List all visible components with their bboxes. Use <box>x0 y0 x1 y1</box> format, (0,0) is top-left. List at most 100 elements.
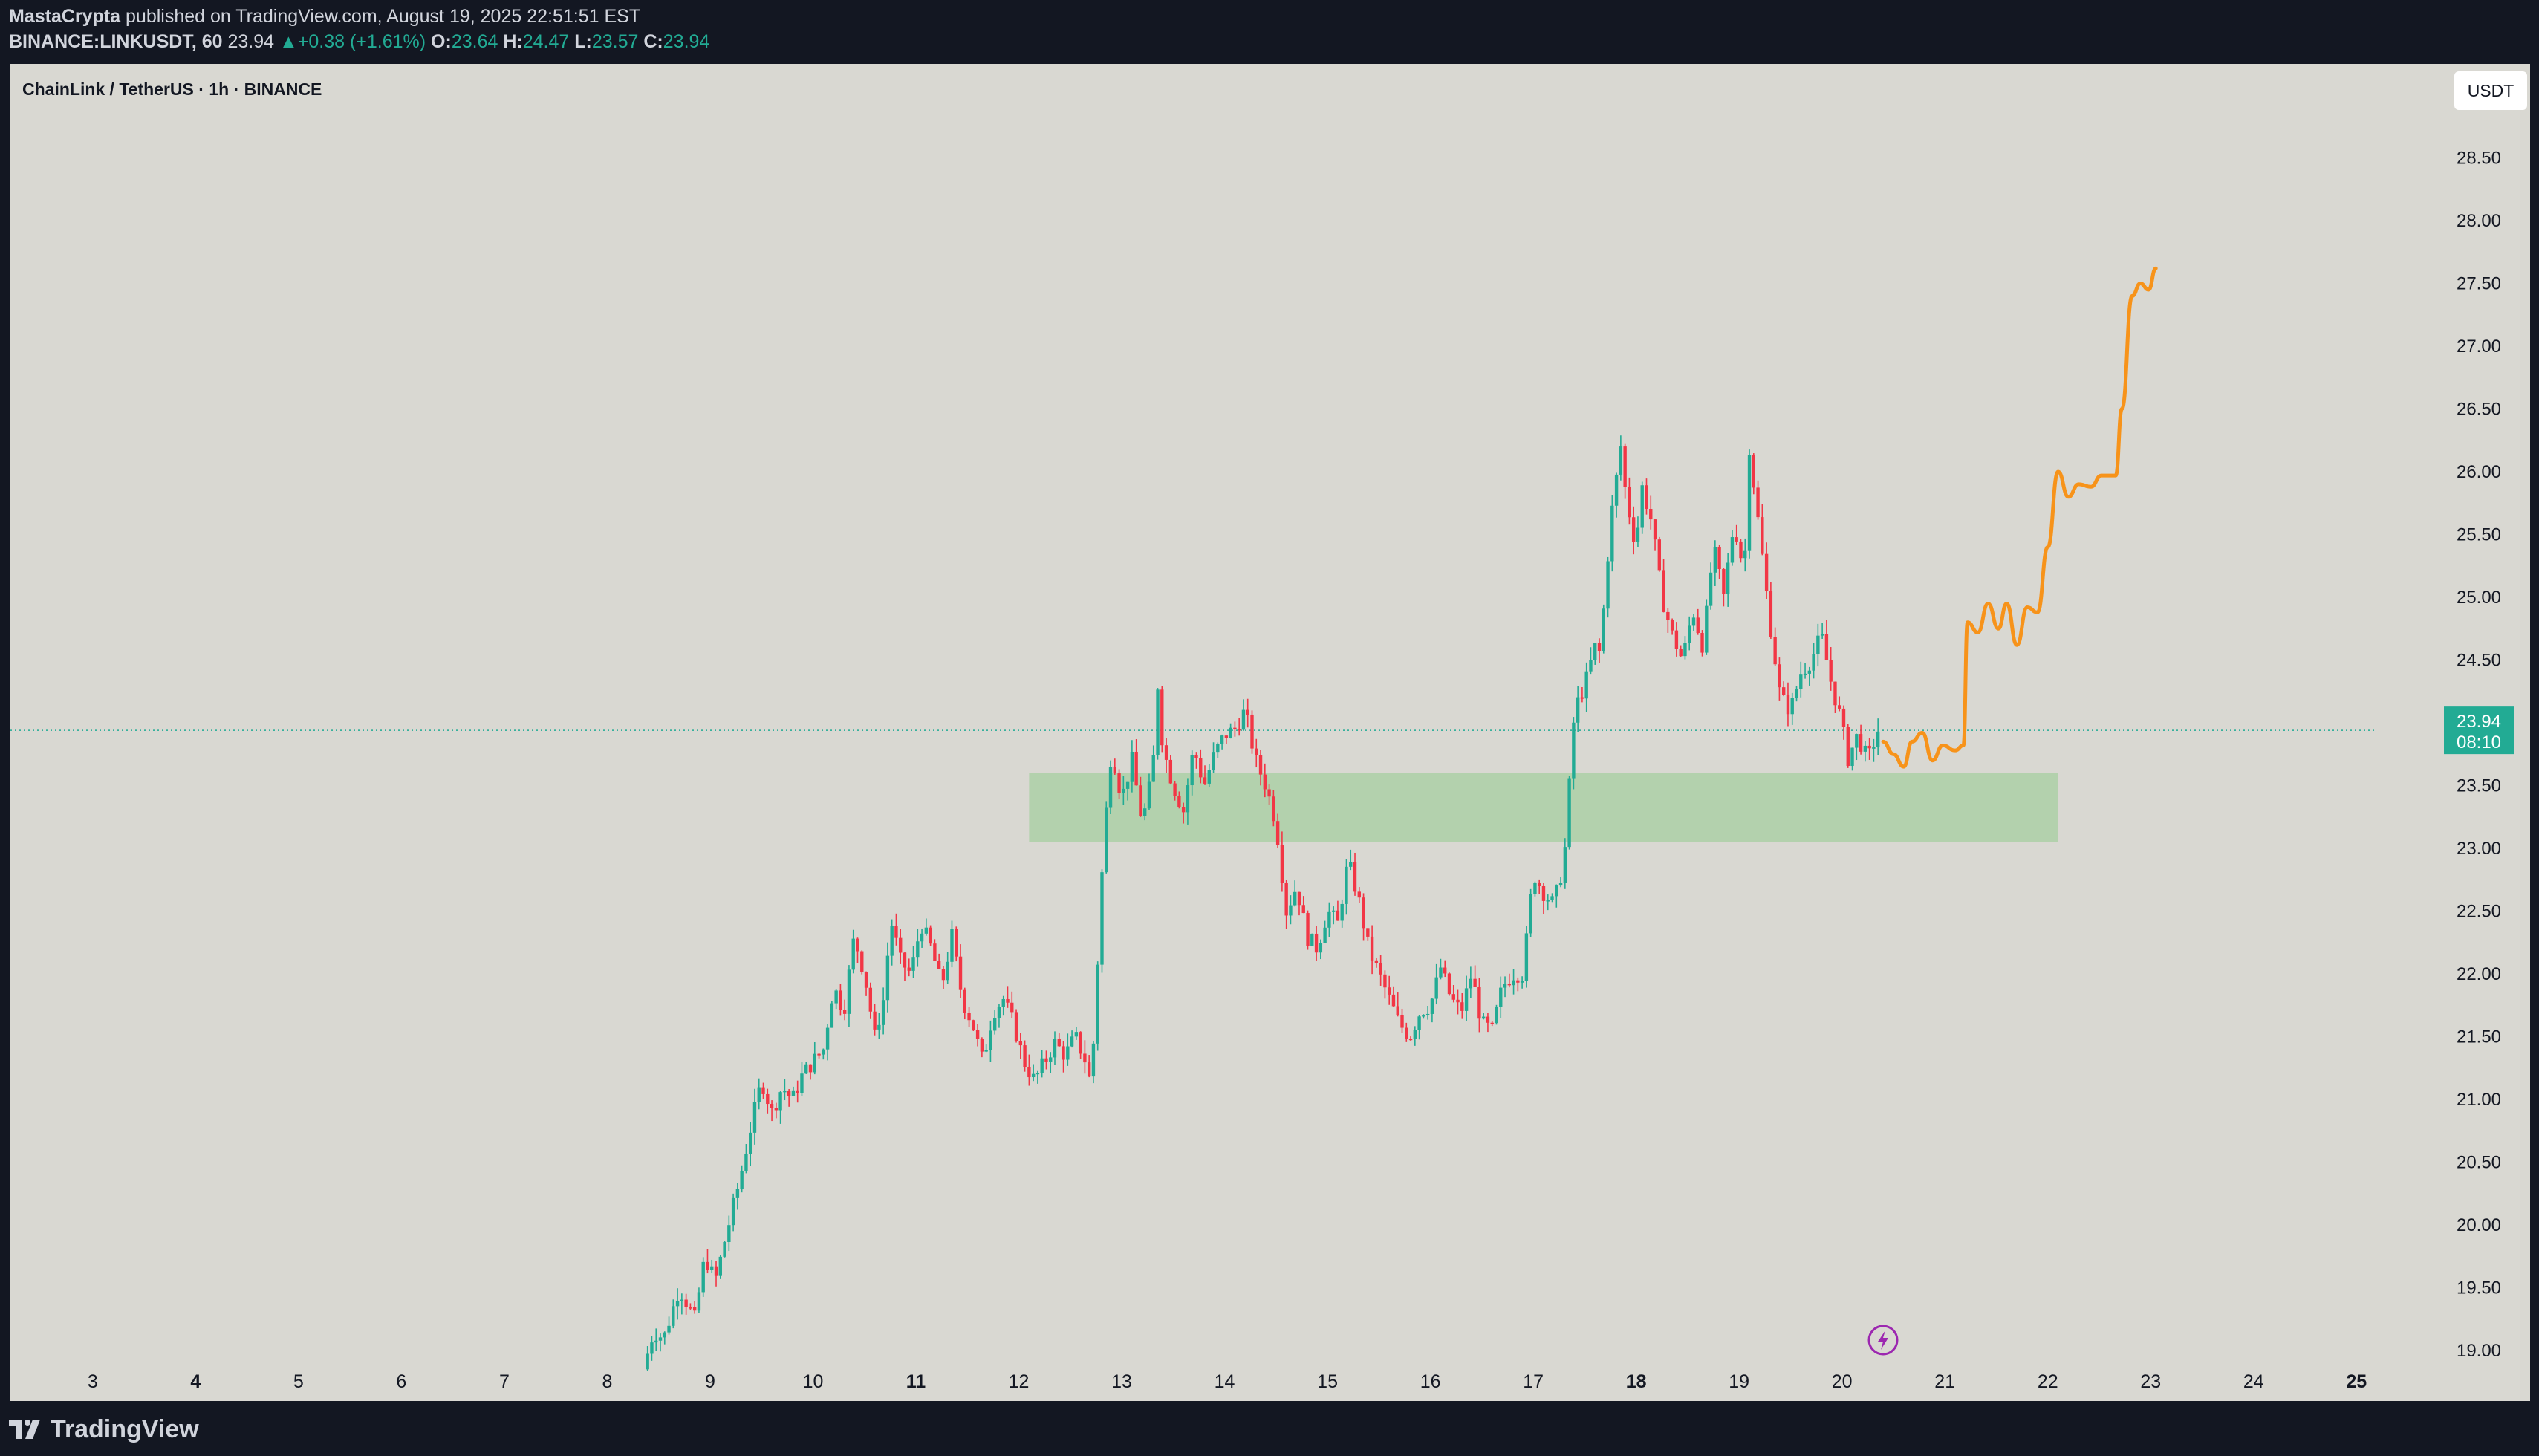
candle[interactable] <box>894 913 898 946</box>
candle[interactable] <box>1538 879 1541 894</box>
candle[interactable] <box>808 1064 813 1080</box>
candle[interactable] <box>984 1044 988 1053</box>
candle[interactable] <box>1362 893 1365 941</box>
candle[interactable] <box>1597 638 1602 663</box>
candle[interactable] <box>1383 970 1387 999</box>
candle[interactable] <box>1057 1033 1061 1048</box>
candle[interactable] <box>1824 620 1829 660</box>
candle[interactable] <box>958 944 963 998</box>
candle[interactable] <box>1859 724 1863 755</box>
candle[interactable] <box>752 1088 757 1145</box>
candle[interactable] <box>1558 877 1563 888</box>
candle[interactable] <box>1752 453 1755 495</box>
candle[interactable] <box>774 1102 778 1119</box>
candle[interactable] <box>1408 1036 1413 1041</box>
candle[interactable] <box>877 1013 881 1039</box>
candle[interactable] <box>1541 883 1546 914</box>
candle[interactable] <box>1606 556 1610 618</box>
candle[interactable] <box>1512 969 1515 995</box>
candle[interactable] <box>929 925 932 946</box>
candle[interactable] <box>1023 1040 1027 1072</box>
candle[interactable] <box>1495 1004 1498 1025</box>
candle[interactable] <box>1833 681 1837 714</box>
candle[interactable] <box>1096 961 1099 1051</box>
candle[interactable] <box>975 1024 980 1047</box>
candle[interactable] <box>1289 895 1293 925</box>
candle[interactable] <box>992 1010 997 1035</box>
candle[interactable] <box>663 1331 666 1345</box>
candle[interactable] <box>1156 688 1160 760</box>
candle[interactable] <box>825 1024 830 1061</box>
candle[interactable] <box>873 1004 877 1036</box>
candle[interactable] <box>955 926 958 962</box>
candle[interactable] <box>839 984 842 1016</box>
candle[interactable] <box>689 1303 692 1310</box>
candle[interactable] <box>1336 900 1340 921</box>
candle[interactable] <box>1070 1030 1074 1048</box>
author-name[interactable]: MastaCrypta <box>9 6 121 27</box>
candle[interactable] <box>989 1020 992 1062</box>
candle[interactable] <box>1696 608 1700 635</box>
candle[interactable] <box>1040 1050 1044 1078</box>
candle[interactable] <box>980 1037 984 1058</box>
candle[interactable] <box>1031 1064 1036 1082</box>
support-zone[interactable] <box>1029 773 2058 842</box>
candle[interactable] <box>1014 1009 1018 1043</box>
candle[interactable] <box>723 1241 726 1258</box>
candle[interactable] <box>1284 880 1288 929</box>
candle[interactable] <box>1177 791 1181 809</box>
candle[interactable] <box>1623 443 1627 499</box>
candle[interactable] <box>1301 896 1305 914</box>
projection-path[interactable] <box>1881 266 2158 769</box>
candle[interactable] <box>1083 1040 1087 1074</box>
candle[interactable] <box>933 939 937 961</box>
candle[interactable] <box>1614 472 1619 518</box>
candle[interactable] <box>1255 738 1258 768</box>
lightning-icon[interactable] <box>1867 1325 1899 1356</box>
candle[interactable] <box>1451 984 1455 1003</box>
candle[interactable] <box>813 1041 816 1075</box>
candle[interactable] <box>1079 1031 1082 1059</box>
candle[interactable] <box>791 1086 796 1096</box>
candle[interactable] <box>1036 1070 1040 1084</box>
candle[interactable] <box>1434 963 1438 1005</box>
candle[interactable] <box>1186 778 1190 825</box>
candle[interactable] <box>1593 643 1597 665</box>
candle[interactable] <box>1091 1041 1096 1084</box>
candle[interactable] <box>1503 976 1507 998</box>
candle[interactable] <box>1366 928 1370 941</box>
candle[interactable] <box>796 1080 799 1103</box>
candle[interactable] <box>1464 975 1469 1021</box>
candle[interactable] <box>1001 995 1005 1016</box>
candle[interactable] <box>1820 623 1824 639</box>
candle[interactable] <box>1580 686 1584 703</box>
candle[interactable] <box>1876 718 1880 755</box>
candle[interactable] <box>847 965 851 1027</box>
candle[interactable] <box>972 1019 975 1031</box>
candle[interactable] <box>1229 723 1232 739</box>
candle[interactable] <box>1730 530 1735 566</box>
candle[interactable] <box>1816 623 1820 667</box>
candle[interactable] <box>916 929 920 967</box>
candle[interactable] <box>851 929 855 974</box>
candle[interactable] <box>658 1333 663 1352</box>
candle[interactable] <box>1349 849 1353 871</box>
candle[interactable] <box>920 928 924 948</box>
candle[interactable] <box>1524 926 1529 988</box>
candle[interactable] <box>868 982 873 1019</box>
candle[interactable] <box>1688 616 1691 651</box>
candle[interactable] <box>1143 803 1147 821</box>
candle[interactable] <box>834 989 838 1010</box>
candle[interactable] <box>1391 986 1396 1007</box>
candle[interactable] <box>650 1336 654 1361</box>
candle[interactable] <box>1803 663 1807 679</box>
candle[interactable] <box>1691 614 1696 631</box>
candle[interactable] <box>1370 925 1374 975</box>
candle[interactable] <box>1872 738 1876 762</box>
candle[interactable] <box>1323 920 1327 943</box>
candle[interactable] <box>1674 622 1679 657</box>
candle[interactable] <box>1533 881 1537 897</box>
candle[interactable] <box>1631 506 1636 555</box>
candle[interactable] <box>1233 721 1237 737</box>
candle[interactable] <box>1425 1005 1430 1020</box>
